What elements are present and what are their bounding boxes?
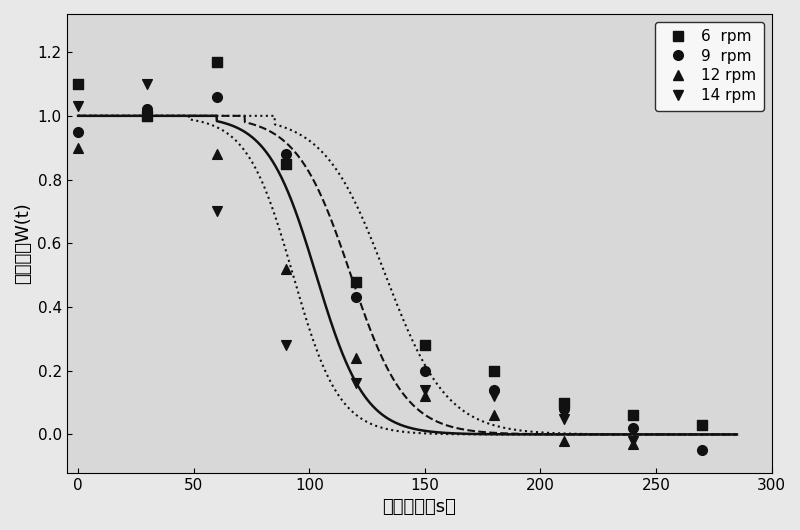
12 rpm [210, 150, 223, 158]
Y-axis label: 洗出函数W(t): 洗出函数W(t) [14, 202, 32, 284]
X-axis label: 停留时间（s）: 停留时间（s） [382, 498, 456, 516]
14 rpm [72, 102, 85, 111]
9  rpm [280, 150, 293, 158]
6  rpm [626, 411, 639, 420]
9  rpm [488, 386, 501, 394]
Legend: 6  rpm, 9  rpm, 12 rpm, 14 rpm: 6 rpm, 9 rpm, 12 rpm, 14 rpm [655, 22, 764, 111]
14 rpm [557, 414, 570, 423]
12 rpm [557, 437, 570, 445]
14 rpm [488, 392, 501, 401]
6  rpm [141, 112, 154, 120]
9  rpm [210, 93, 223, 101]
12 rpm [141, 112, 154, 120]
9  rpm [696, 446, 709, 455]
6  rpm [696, 421, 709, 429]
14 rpm [280, 341, 293, 349]
14 rpm [349, 379, 362, 388]
6  rpm [280, 160, 293, 168]
14 rpm [210, 207, 223, 216]
6  rpm [557, 399, 570, 407]
6  rpm [349, 277, 362, 286]
14 rpm [626, 437, 639, 445]
6  rpm [72, 80, 85, 88]
9  rpm [557, 405, 570, 413]
6  rpm [488, 367, 501, 375]
12 rpm [349, 354, 362, 362]
9  rpm [418, 367, 431, 375]
9  rpm [72, 128, 85, 136]
12 rpm [280, 264, 293, 273]
9  rpm [349, 293, 362, 302]
6  rpm [418, 341, 431, 349]
12 rpm [488, 411, 501, 420]
12 rpm [72, 144, 85, 152]
9  rpm [626, 424, 639, 432]
9  rpm [141, 105, 154, 114]
12 rpm [626, 440, 639, 448]
12 rpm [418, 392, 431, 401]
6  rpm [210, 57, 223, 66]
14 rpm [418, 386, 431, 394]
14 rpm [141, 80, 154, 88]
